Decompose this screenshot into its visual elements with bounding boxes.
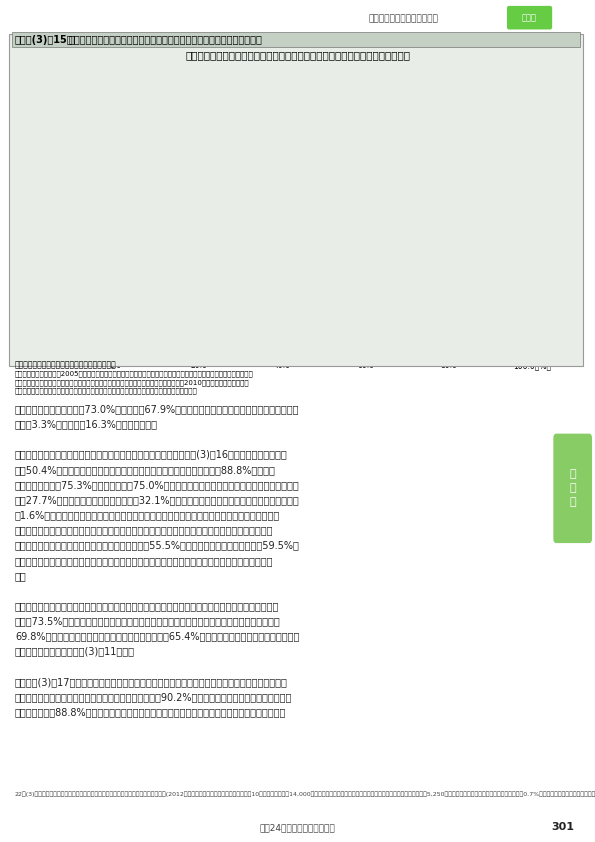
- Bar: [116, 112, 445, 118]
- Text: 2005年: 2005年: [399, 84, 443, 113]
- Text: 第
３
節: 第 ３ 節: [569, 469, 576, 508]
- Text: 策が行われていない背景には、同業ではそもそもメンタルヘルス不調者が少ないことが理由にある: 策が行われていない背景には、同業ではそもそもメンタルヘルス不調者が少ないことが理…: [15, 525, 273, 536]
- Bar: [116, 173, 358, 178]
- Bar: [116, 131, 324, 136]
- Text: 自動車修備業、機械等修理業、物品貸貸業、その他の事業サービス業であるが、2010年は廃棄物処理業、自動: 自動車修備業、機械等修理業、物品貸貸業、その他の事業サービス業であるが、2010…: [15, 379, 249, 386]
- Text: 事業所にメンタルヘルス不調者がおり、対策を取り入れている割合とのギャップが大きくなってい: 事業所にメンタルヘルス不調者がおり、対策を取り入れている割合とのギャップが大きく…: [15, 556, 273, 566]
- Text: 一方で、メンタルヘルス対策を取り入れている事業所割合を第３－(3)－16図によりみると、全体: 一方で、メンタルヘルス対策を取り入れている事業所割合を第３－(3)－16図により…: [15, 450, 287, 460]
- Bar: [116, 333, 228, 336]
- Text: に1.6%しかメンタルヘルス対策を行っていない。鉱業、採石業、砂利採取業でメンタルヘルス対: に1.6%しかメンタルヘルス対策を行っていない。鉱業、採石業、砂利採取業でメンタ…: [15, 510, 280, 520]
- Text: 301: 301: [551, 822, 574, 832]
- Bar: [116, 184, 216, 190]
- Text: また、事業所ではなく労働組合が行っている取組をみると、メンタルヘルス対策を行っている労働: また、事業所ではなく労働組合が行っている取組をみると、メンタルヘルス対策を行って…: [15, 601, 279, 611]
- Bar: [116, 267, 228, 270]
- Bar: [116, 136, 412, 141]
- Bar: [116, 279, 253, 283]
- Text: と考えられるが、生活関連サービス業、娯楽業では55.5%、宿泊業、飲食サービス業では59.5%の: と考えられるが、生活関連サービス業、娯楽業では55.5%、宿泊業、飲食サービス業…: [15, 541, 300, 551]
- Text: 第３節: 第３節: [522, 13, 537, 22]
- Text: リスクアセスメントを導入している事業所は全規模、全業種で増加傾向にある。: リスクアセスメントを導入している事業所は全規模、全業種で増加傾向にある。: [185, 50, 410, 60]
- Bar: [116, 344, 295, 349]
- Text: いることがわかる（付３－(3)－11表）。: いることがわかる（付３－(3)－11表）。: [15, 647, 135, 657]
- Text: では50.4%にとどまっている。業種別では電気・ガス・水道業が最も高く88.8%、次いで: では50.4%にとどまっている。業種別では電気・ガス・水道業が最も高く88.8%…: [15, 465, 275, 475]
- Bar: [116, 167, 220, 173]
- Text: 対策の実施」が88.8%の事業所から効果があると評価されている。地域産業保健センターは、労働: 対策の実施」が88.8%の事業所から効果があると評価されている。地域産業保健セン…: [15, 707, 286, 717]
- Text: 資料出所　厚生労働省「労働安全衛生基本調査」: 資料出所 厚生労働省「労働安全衛生基本調査」: [15, 360, 117, 370]
- Bar: [116, 296, 395, 299]
- Text: 2005年: 2005年: [169, 282, 309, 305]
- Bar: [116, 209, 270, 214]
- Bar: [116, 328, 199, 333]
- Bar: [116, 203, 199, 209]
- Bar: [116, 341, 191, 344]
- Text: 金融業、保険業が75.3%、情報通信業が75.0%となっているものの、生活関連サービス業、娯楽業: 金融業、保険業が75.3%、情報通信業が75.0%となっているものの、生活関連サ…: [15, 480, 300, 490]
- Bar: [116, 82, 266, 88]
- Text: 22　(3)　労働政策研究・研修機関「職業におけるメンタルヘルス対策に関する調査」(2012年）では、農・漁業を除く全国の従業員10人以上の労働者数14,000: 22 (3) 労働政策研究・研修機関「職業におけるメンタルヘルス対策に関する調査…: [15, 791, 595, 797]
- Bar: [116, 148, 274, 154]
- Bar: [116, 221, 199, 226]
- Text: 第３－(3)－17図により、メンタルヘルス対策として有効な取組をみると、「メンタルヘルスケア: 第３－(3)－17図により、メンタルヘルス対策として有効な取組をみると、「メンタ…: [15, 677, 288, 687]
- Text: 労働環境の改善に向けた課題: 労働環境の改善に向けた課題: [369, 14, 439, 23]
- Bar: [116, 320, 295, 324]
- Text: 2010年: 2010年: [231, 335, 300, 360]
- Text: 労働安全・衛生面におけるリスクアセスメントを実施している事業所割合: 労働安全・衛生面におけるリスクアセスメントを実施している事業所割合: [68, 35, 262, 45]
- Text: 69.8%、「労使協議機関、職場懇談会等での協議」が65.4%と、積極的に企業へ働きかけを行って: 69.8%、「労使協議機関、職場懇談会等での協議」が65.4%と、積極的に企業へ…: [15, 632, 299, 642]
- Bar: [116, 154, 383, 160]
- Bar: [116, 118, 478, 124]
- Bar: [116, 316, 303, 320]
- Bar: [116, 283, 399, 287]
- Text: 高く、次いで情報通信業が73.0%、製造業が67.9%などとなっているが、鉱業、採石業、砂利採取: 高く、次いで情報通信業が73.0%、製造業が67.9%などとなっているが、鉱業、…: [15, 404, 299, 414]
- Bar: [116, 291, 291, 296]
- Text: 第３－(3)－15図: 第３－(3)－15図: [15, 35, 74, 45]
- Text: 組合は73.5%となっており、「安全衛生委員会（衛生委員会も含む。）の調査審議への参加」が: 組合は73.5%となっており、「安全衛生委員会（衛生委員会も含む。）の調査審議へ…: [15, 616, 281, 626]
- Bar: [116, 270, 358, 274]
- Text: る。: る。: [15, 571, 27, 581]
- Bar: [116, 226, 241, 232]
- Bar: [116, 76, 208, 82]
- Text: 平成24年版　労働経済の分析: 平成24年版 労働経済の分析: [259, 823, 336, 832]
- Text: （注）　サービス業は、2005年は洗濯・理容・美容・浴場業（有職浴場業を除く。）、旅行業、紀余業、廃棄物処理業、: （注） サービス業は、2005年は洗濯・理容・美容・浴場業（有職浴場業を除く。）…: [15, 370, 253, 377]
- Bar: [116, 304, 166, 307]
- Bar: [116, 307, 249, 312]
- Bar: [116, 190, 308, 196]
- Text: 業では3.3%、林業では16.3%となっている。: 業では3.3%、林業では16.3%となっている。: [15, 419, 158, 429]
- Text: 2010年: 2010年: [399, 141, 425, 172]
- Text: 車修備業、機械等修理業、職業紹介・労働者派遣業、その他の事業サービス業である。: 車修備業、機械等修理業、職業紹介・労働者派遣業、その他の事業サービス業である。: [15, 387, 198, 394]
- Text: では27.7%、宿泊業、飲食サービス業では32.1%と低く、特に鉱業、採石業、砂利採取業では僅か: では27.7%、宿泊業、飲食サービス業では32.1%と低く、特に鉱業、採石業、砂…: [15, 495, 300, 505]
- Text: に関する問題点を解決するための計画の策定と実施」が90.2%、「地域産業保健センターを活用した: に関する問題点を解決するための計画の策定と実施」が90.2%、「地域産業保健セン…: [15, 692, 292, 702]
